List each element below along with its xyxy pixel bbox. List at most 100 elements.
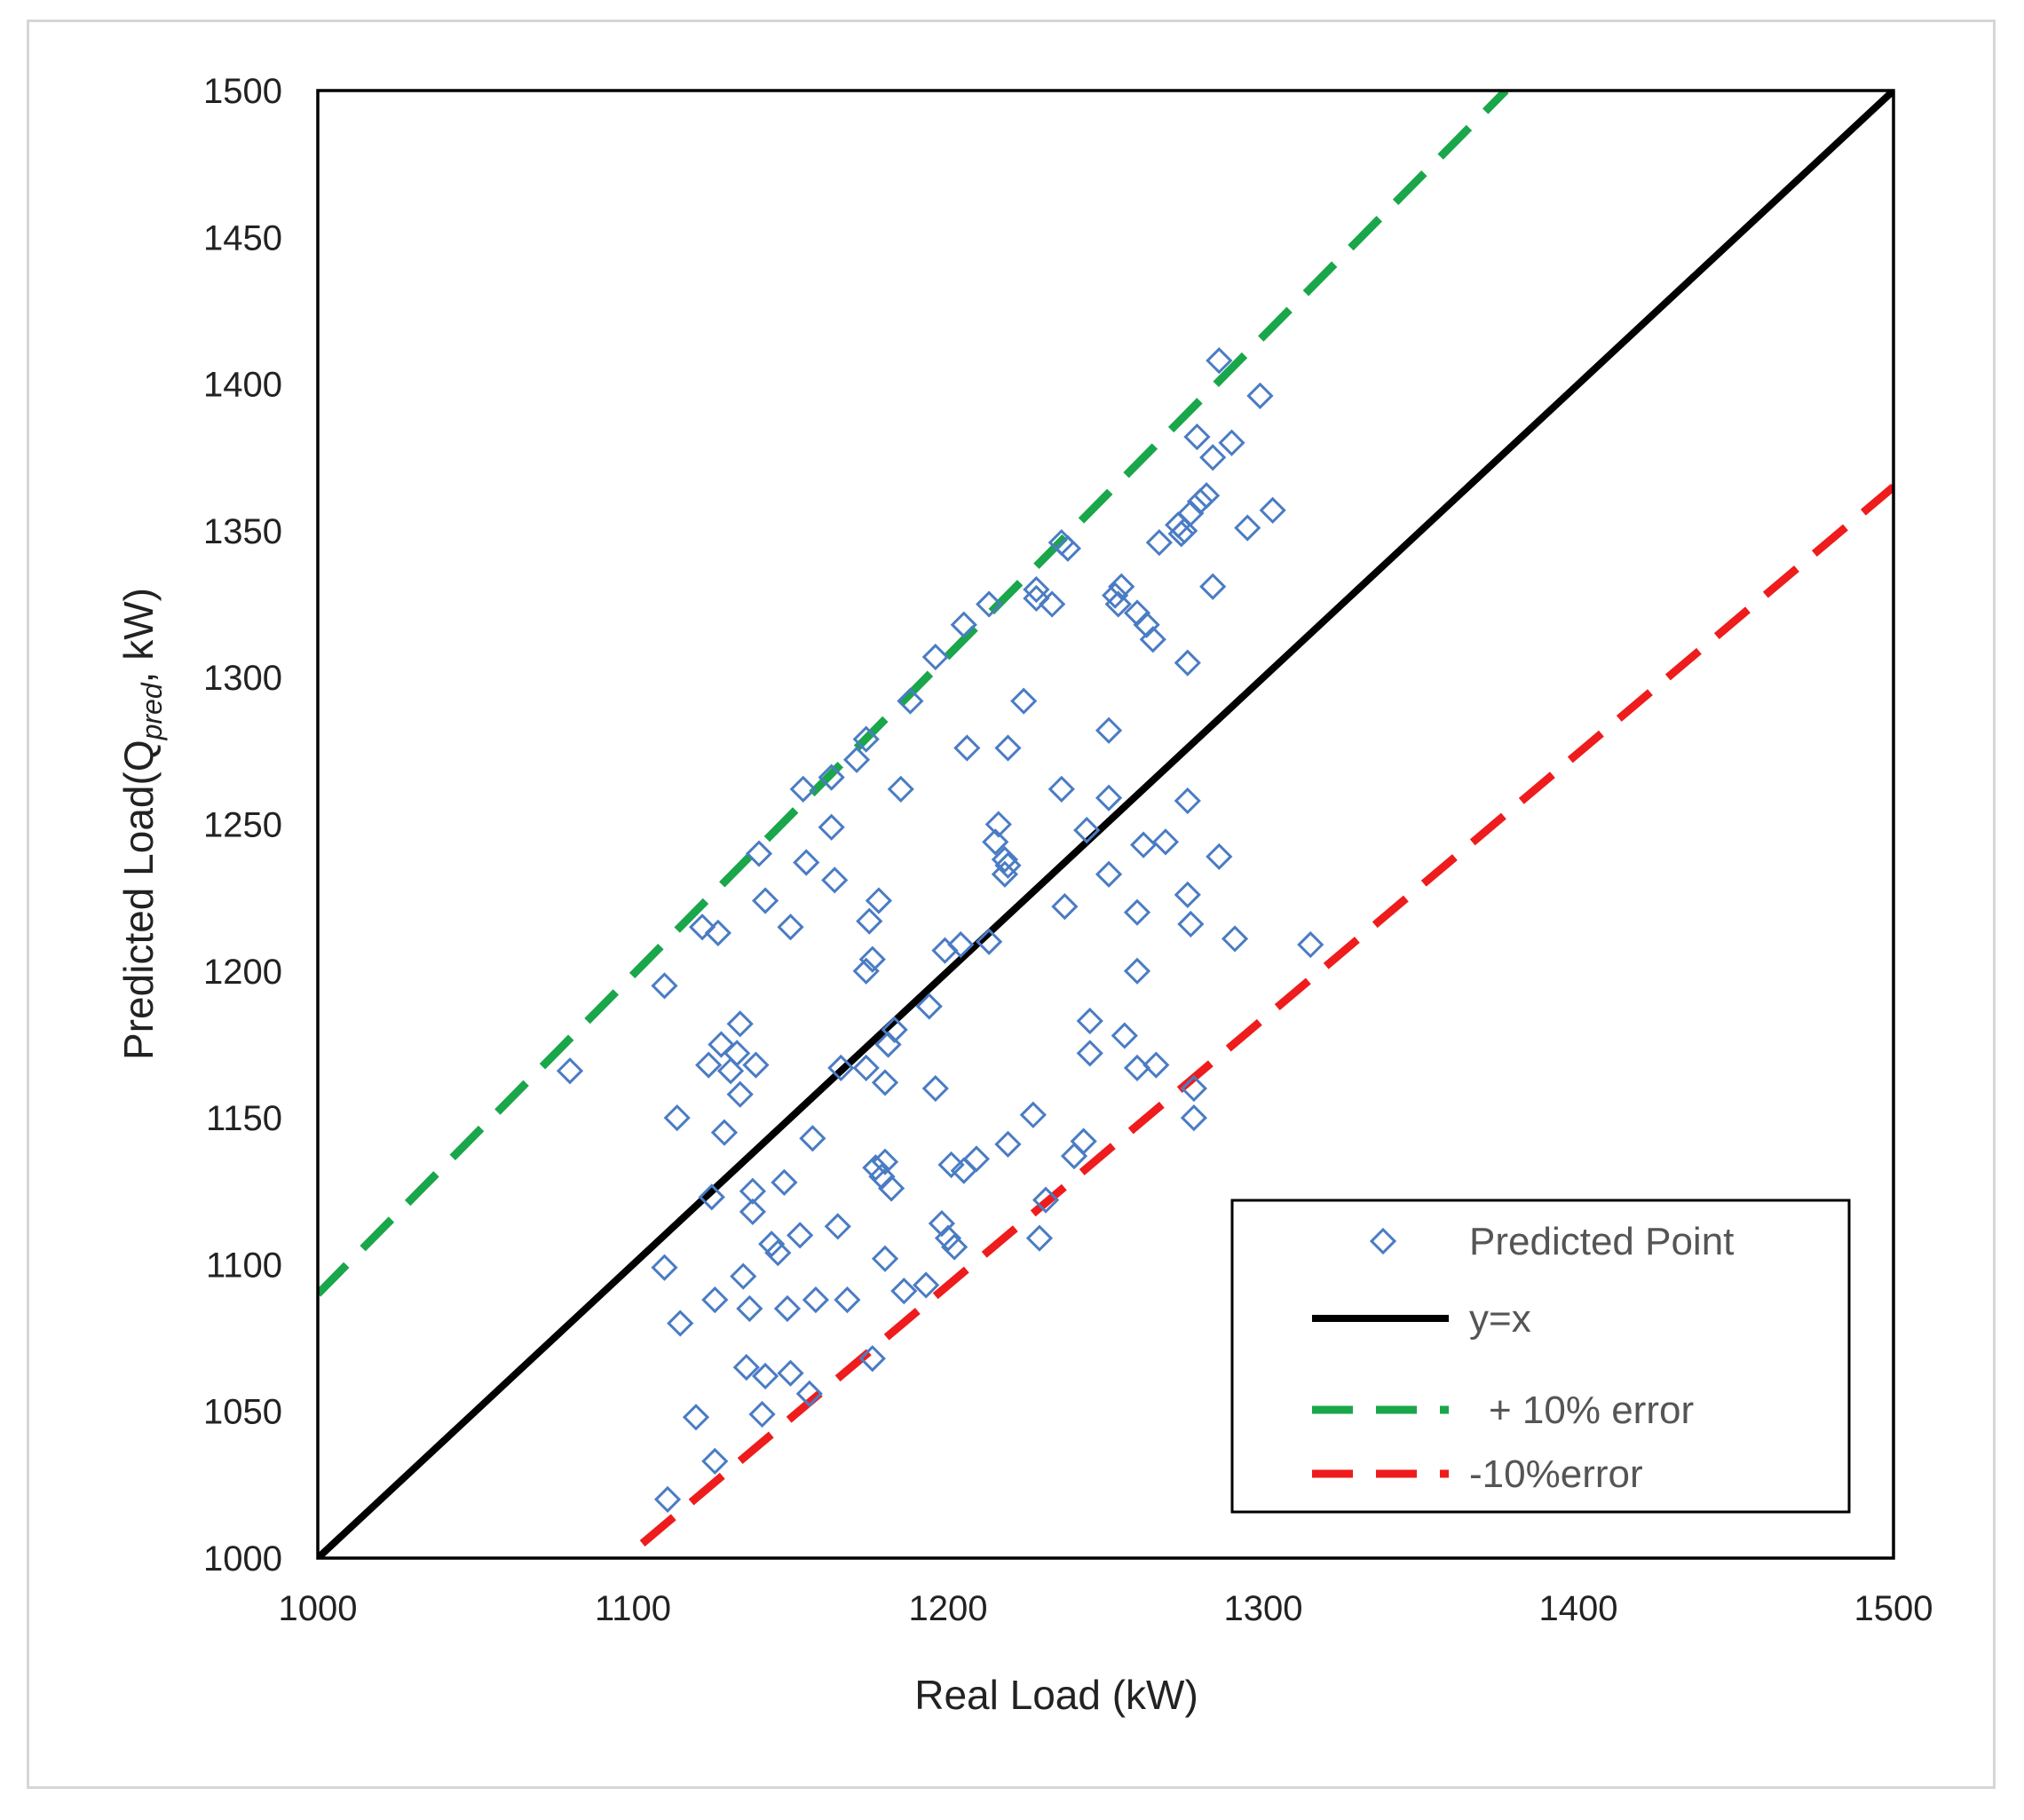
- data-point-107: [1095, 716, 1123, 744]
- x-tick-label-1500: 1500: [1854, 1589, 1933, 1628]
- data-point-128: [1174, 881, 1201, 908]
- data-point-42: [818, 764, 845, 791]
- data-point-99: [1051, 892, 1079, 921]
- data-point-67: [913, 1271, 940, 1299]
- data-point-140: [1218, 429, 1245, 456]
- data-point-86: [991, 846, 1019, 874]
- legend: Predicted Point y=x + 10% error -10%error: [1230, 1199, 1851, 1514]
- data-point-16: [716, 1057, 745, 1085]
- data-point-19: [726, 1080, 754, 1108]
- y-tick-label-1350: 1350: [203, 512, 282, 551]
- data-point-129: [1177, 910, 1205, 938]
- y-axis-title-subscript: pred: [136, 682, 168, 740]
- data-point-37: [789, 775, 817, 803]
- data-point-93: [1023, 584, 1050, 613]
- data-point-145: [1297, 930, 1324, 959]
- data-point-70: [921, 1074, 949, 1103]
- data-point-110: [1104, 590, 1132, 618]
- data-point-121: [1145, 529, 1173, 557]
- y-tick-label-1050: 1050: [203, 1393, 282, 1432]
- data-point-69: [921, 643, 949, 671]
- data-point-22: [736, 1294, 763, 1323]
- data-point-49: [852, 957, 880, 985]
- y-axis-ticks: 1000 1050 1100 1150 1200 1250 1300 1350 1400 1450…: [203, 72, 282, 1579]
- data-point-76: [947, 930, 975, 959]
- data-point-115: [1123, 898, 1151, 926]
- data-point-21: [732, 1353, 760, 1381]
- data-point-100: [1054, 534, 1082, 562]
- data-point-1: [556, 1057, 584, 1085]
- data-point-6: [667, 1310, 694, 1337]
- data-point-28: [751, 1362, 779, 1390]
- y-tick-label-1300: 1300: [203, 659, 282, 698]
- data-point-54: [858, 1345, 886, 1373]
- data-point-24: [739, 1198, 767, 1226]
- data-point-43: [818, 813, 845, 841]
- data-point-10: [698, 1183, 725, 1211]
- data-point-57: [868, 1163, 896, 1191]
- data-point-75: [940, 1233, 969, 1261]
- y-tick-label-1400: 1400: [203, 366, 282, 405]
- data-point-46: [827, 1054, 855, 1082]
- data-point-127: [1174, 787, 1201, 815]
- data-point-125: [1171, 517, 1198, 545]
- data-point-89: [994, 734, 1022, 762]
- data-point-80: [962, 1145, 991, 1173]
- y-axis-title-prefix: Predicted Load(Q: [115, 740, 162, 1060]
- data-point-15: [710, 1119, 739, 1146]
- data-point-141: [1221, 925, 1249, 953]
- x-tick-label-1100: 1100: [595, 1589, 671, 1628]
- data-point-91: [1019, 1101, 1047, 1128]
- data-point-12: [701, 1286, 729, 1314]
- data-point-142: [1234, 514, 1261, 542]
- data-point-11: [701, 1447, 729, 1476]
- data-point-65: [890, 1278, 918, 1305]
- data-point-117: [1129, 831, 1158, 859]
- data-point-13: [704, 919, 731, 946]
- data-point-38: [793, 849, 820, 876]
- y-tick-label-1200: 1200: [203, 953, 282, 992]
- data-point-114: [1123, 1054, 1151, 1082]
- data-point-60: [871, 1069, 899, 1096]
- data-point-53: [858, 946, 886, 973]
- plot-area-border: [316, 89, 1895, 1560]
- data-point-33: [773, 1294, 802, 1323]
- data-point-143: [1246, 382, 1274, 409]
- data-point-109: [1102, 582, 1129, 609]
- data-point-18: [726, 1010, 754, 1038]
- data-point-25: [742, 1051, 770, 1079]
- data-point-74: [937, 1151, 965, 1179]
- data-point-95: [1032, 1186, 1060, 1214]
- data-point-50: [852, 725, 880, 753]
- data-point-135: [1192, 482, 1221, 510]
- data-point-106: [1095, 784, 1123, 811]
- data-point-7: [682, 1404, 710, 1431]
- series-line-y-x: [318, 91, 1894, 1558]
- data-point-108: [1095, 860, 1123, 888]
- legend-marker-predicted-point: [1369, 1227, 1397, 1255]
- data-point-116: [1123, 957, 1151, 985]
- data-point-56: [865, 887, 893, 914]
- data-point-136: [1199, 444, 1227, 471]
- y-tick-label-1100: 1100: [206, 1246, 282, 1285]
- data-point-85: [991, 860, 1019, 888]
- legend-label-predicted-point: Predicted Point: [1469, 1220, 1734, 1263]
- data-point-97: [1048, 775, 1075, 803]
- series-line-10-error: [639, 483, 1894, 1547]
- data-point-41: [802, 1286, 830, 1314]
- data-point-23: [739, 1177, 767, 1205]
- data-point-26: [745, 840, 773, 867]
- data-point-14: [708, 1031, 735, 1058]
- data-point-120: [1142, 1051, 1170, 1079]
- data-point-88: [994, 1130, 1022, 1158]
- x-tick-label-1400: 1400: [1539, 1589, 1618, 1628]
- data-point-29: [751, 887, 779, 914]
- x-axis-ticks: 1000 1100 1200 1300 1400 1500: [279, 1589, 1933, 1628]
- data-point-105: [1076, 1007, 1103, 1035]
- data-point-34: [777, 914, 804, 941]
- data-point-73: [934, 1224, 962, 1252]
- data-point-48: [842, 746, 871, 773]
- y-tick-label-1150: 1150: [206, 1099, 282, 1138]
- data-point-81: [976, 590, 1003, 618]
- figure-frame: [27, 20, 1996, 1789]
